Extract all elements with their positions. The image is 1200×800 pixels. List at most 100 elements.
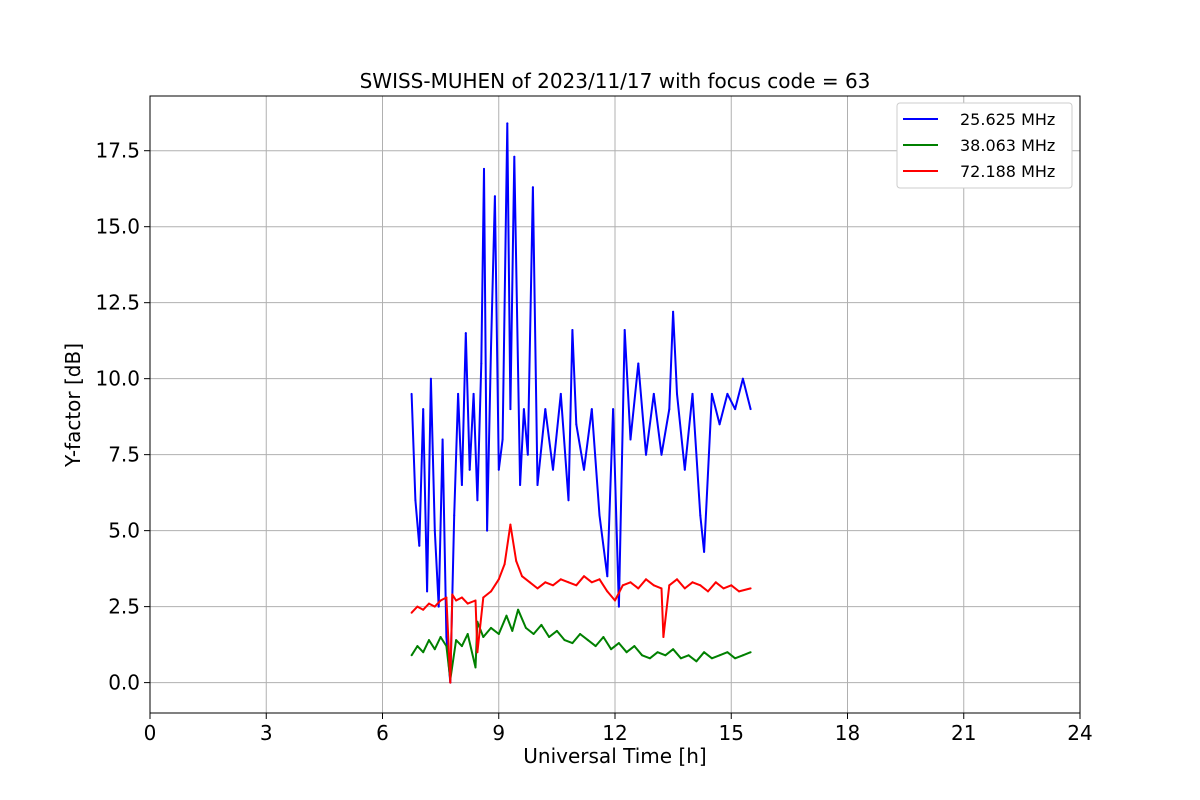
data-point (449, 681, 452, 684)
data-point (583, 575, 585, 578)
data-point (718, 423, 721, 426)
data-point (493, 195, 496, 198)
data-point (414, 499, 417, 502)
chart-title: SWISS-MUHEN of 2023/11/17 with focus cod… (360, 69, 871, 93)
data-point (552, 584, 554, 587)
data-point (509, 523, 512, 526)
data-point (645, 578, 647, 581)
data-point (730, 584, 733, 587)
y-tick-label: 10.0 (95, 367, 140, 391)
data-point (480, 362, 483, 365)
data-point (513, 155, 516, 158)
data-point (445, 636, 448, 638)
y-tick-label: 12.5 (95, 291, 140, 315)
data-point (422, 651, 425, 654)
y-tick-label: 2.5 (108, 595, 140, 619)
data-point (662, 636, 665, 638)
data-point (637, 587, 640, 590)
data-point (486, 529, 489, 532)
data-point (590, 408, 593, 411)
data-point (515, 560, 518, 562)
data-point (433, 529, 436, 532)
data-point (526, 453, 529, 456)
data-point (718, 654, 721, 657)
legend-item: 25.625 MHz (903, 110, 1055, 129)
data-point (579, 633, 582, 635)
data-point (519, 484, 522, 486)
data-point (679, 657, 682, 660)
data-point (726, 392, 729, 395)
data-point (610, 648, 613, 651)
axis-ticks: 0 3 6 9 12 15 18 21 24 0.0 2.5 5.0 7.5 10.0 12.5 15.0 17… (95, 139, 1092, 745)
data-point (506, 122, 509, 125)
data-point (738, 590, 740, 593)
data-point (441, 438, 444, 441)
data-point (501, 438, 504, 441)
data-point (648, 657, 651, 660)
data-point (563, 639, 566, 642)
data-point (464, 332, 467, 335)
data-point (691, 581, 694, 584)
data-point (517, 608, 520, 611)
data-point (536, 484, 539, 486)
data-point (699, 514, 702, 517)
data-point (497, 633, 500, 635)
data-point (660, 453, 663, 456)
data-point (749, 651, 752, 654)
y-tick-label: 7.5 (108, 443, 140, 467)
data-point (439, 636, 442, 638)
data-point (668, 584, 671, 587)
data-point (505, 614, 508, 617)
data-point (455, 599, 458, 602)
x-tick-label: 0 (144, 721, 157, 745)
y-axis-label: Y-factor [dB] (61, 343, 85, 468)
data-point (594, 645, 597, 648)
data-point (575, 584, 578, 587)
data-point (664, 654, 667, 657)
data-point (598, 578, 601, 581)
data-point (583, 468, 585, 471)
data-point (741, 654, 744, 657)
x-tick-label: 6 (376, 721, 389, 745)
data-point (482, 636, 485, 638)
data-point (552, 468, 554, 471)
data-point (703, 550, 706, 553)
legend-label: 25.625 MHz (960, 110, 1055, 129)
data-point (652, 392, 655, 395)
data-point (428, 639, 430, 642)
data-point (612, 408, 615, 411)
data-point (416, 605, 419, 608)
legend-items: 25.625 MHz 38.063 MHz 72.188 MHz (903, 110, 1055, 181)
y-tick-label: 15.0 (95, 215, 140, 239)
data-point (676, 578, 678, 581)
data-point (726, 651, 729, 654)
data-point (672, 648, 675, 651)
data-point (472, 392, 475, 395)
data-point (453, 514, 456, 517)
data-point (623, 329, 626, 331)
data-point (445, 645, 448, 648)
data-point (410, 392, 413, 395)
data-point (629, 581, 632, 584)
data-point (455, 639, 458, 642)
data-point (586, 639, 589, 642)
data-point (625, 651, 628, 654)
data-point (483, 167, 485, 170)
data-point (426, 590, 429, 593)
data-point (422, 408, 425, 411)
x-tick-label: 3 (260, 721, 273, 745)
x-tick-label: 15 (719, 721, 744, 745)
data-point (497, 578, 500, 581)
data-point (633, 645, 636, 648)
data-point (749, 587, 752, 590)
data-point (460, 484, 463, 486)
data-point (416, 645, 419, 648)
data-point (490, 347, 492, 350)
data-point (668, 408, 671, 411)
data-point (567, 581, 570, 584)
data-point (509, 408, 512, 411)
data-point (617, 642, 620, 645)
data-point (544, 408, 547, 411)
data-point (451, 593, 454, 596)
